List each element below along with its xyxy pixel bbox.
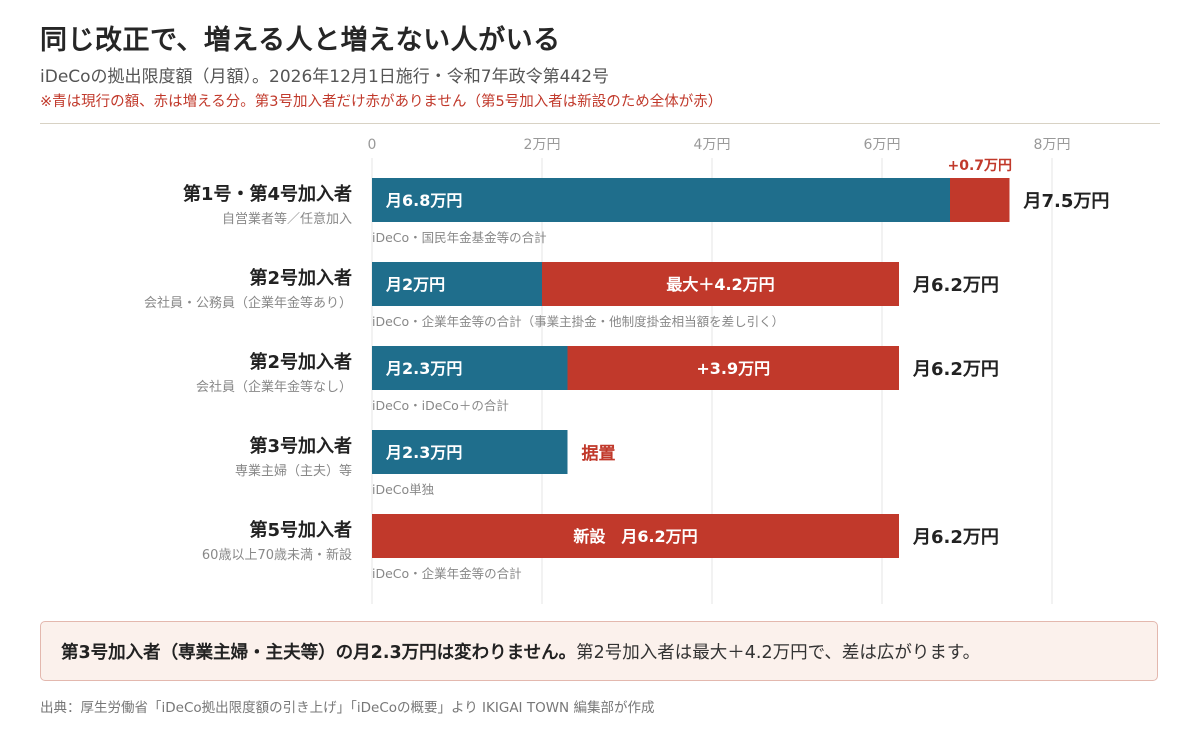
category-label: 第2号加入者 bbox=[249, 267, 352, 289]
x-tick-label: 6万円 bbox=[864, 137, 901, 153]
x-tick-label: 2万円 bbox=[524, 137, 561, 153]
bar-current bbox=[372, 430, 568, 474]
category-label: 第1号・第4号加入者 bbox=[183, 183, 352, 205]
bar-current bbox=[372, 346, 568, 390]
category-sublabel: 専業主婦（主夫）等 bbox=[235, 463, 352, 479]
bar-current-label: 月2.3万円 bbox=[385, 443, 462, 462]
bar-current bbox=[372, 178, 950, 222]
bar-basis-label: iDeCo単独 bbox=[372, 482, 435, 497]
bar-increase-label: 最大＋4.2万円 bbox=[666, 275, 774, 294]
category-sublabel: 会社員（企業年金等なし） bbox=[196, 379, 352, 395]
bar-basis-label: iDeCo・企業年金等の合計 bbox=[372, 566, 522, 581]
chart-subtitle: iDeCoの拠出限度額（月額）。2026年12月1日施行・令和7年政令第442号 bbox=[40, 67, 610, 87]
chart-title: 同じ改正で、増える人と増えない人がいる bbox=[40, 25, 561, 56]
header-divider bbox=[40, 123, 1160, 124]
bar-increase bbox=[542, 262, 899, 306]
category-label: 第2号加入者 bbox=[249, 351, 352, 373]
category-sublabel: 自営業者等／任意加入 bbox=[222, 211, 352, 227]
x-tick-label: 4万円 bbox=[694, 137, 731, 153]
bar-current bbox=[372, 262, 542, 306]
category-label: 第5号加入者 bbox=[249, 519, 352, 541]
total-label: 月7.5万円 bbox=[1023, 191, 1110, 212]
bar-increase bbox=[950, 178, 1010, 222]
x-tick-label: 0 bbox=[368, 137, 377, 153]
bar-increase-label: 新設 月6.2万円 bbox=[573, 527, 697, 546]
summary-callout: 第3号加入者（専業主婦・主夫等）の月2.3万円は変わりません。 第2号加入者は最大… bbox=[40, 621, 1158, 681]
total-label: 月6.2万円 bbox=[912, 275, 999, 296]
unchanged-label: 据置 bbox=[582, 443, 616, 464]
category-label: 第3号加入者 bbox=[249, 435, 352, 457]
bar-basis-label: iDeCo・国民年金基金等の合計 bbox=[372, 230, 547, 245]
bar-increase bbox=[372, 514, 899, 558]
bar-current-label: 月6.8万円 bbox=[385, 191, 462, 210]
source-note: 出典：厚生労働省「iDeCo拠出限度額の引き上げ」「iDeCoの概要」より IK… bbox=[40, 700, 655, 716]
callout-emphasis: 第3号加入者（専業主婦・主夫等）の月2.3万円は変わりません。 bbox=[61, 642, 577, 663]
color-legend-note: ※青は現行の額、赤は増える分。第3号加入者だけ赤がありません（第5号加入者は新設… bbox=[40, 94, 723, 110]
bar-increase-label: +3.9万円 bbox=[696, 359, 770, 378]
bar-basis-label: iDeCo・iDeCo＋の合計 bbox=[372, 398, 509, 413]
total-label: 月6.2万円 bbox=[912, 359, 999, 380]
bar-increase-label: +0.7万円 bbox=[947, 158, 1012, 174]
category-sublabel: 60歳以上70歳未満・新設 bbox=[202, 547, 352, 563]
bar-increase bbox=[567, 346, 899, 390]
category-sublabel: 会社員・公務員（企業年金等あり） bbox=[144, 295, 352, 311]
bar-basis-label: iDeCo・企業年金等の合計（事業主掛金・他制度掛金相当額を差し引く） bbox=[372, 314, 784, 329]
x-tick-label: 8万円 bbox=[1034, 137, 1071, 153]
bar-current-label: 月2万円 bbox=[385, 275, 445, 294]
callout-text: 第2号加入者は最大＋4.2万円で、差は広がります。 bbox=[576, 642, 981, 663]
total-label: 月6.2万円 bbox=[912, 527, 999, 548]
bar-current-label: 月2.3万円 bbox=[385, 359, 462, 378]
